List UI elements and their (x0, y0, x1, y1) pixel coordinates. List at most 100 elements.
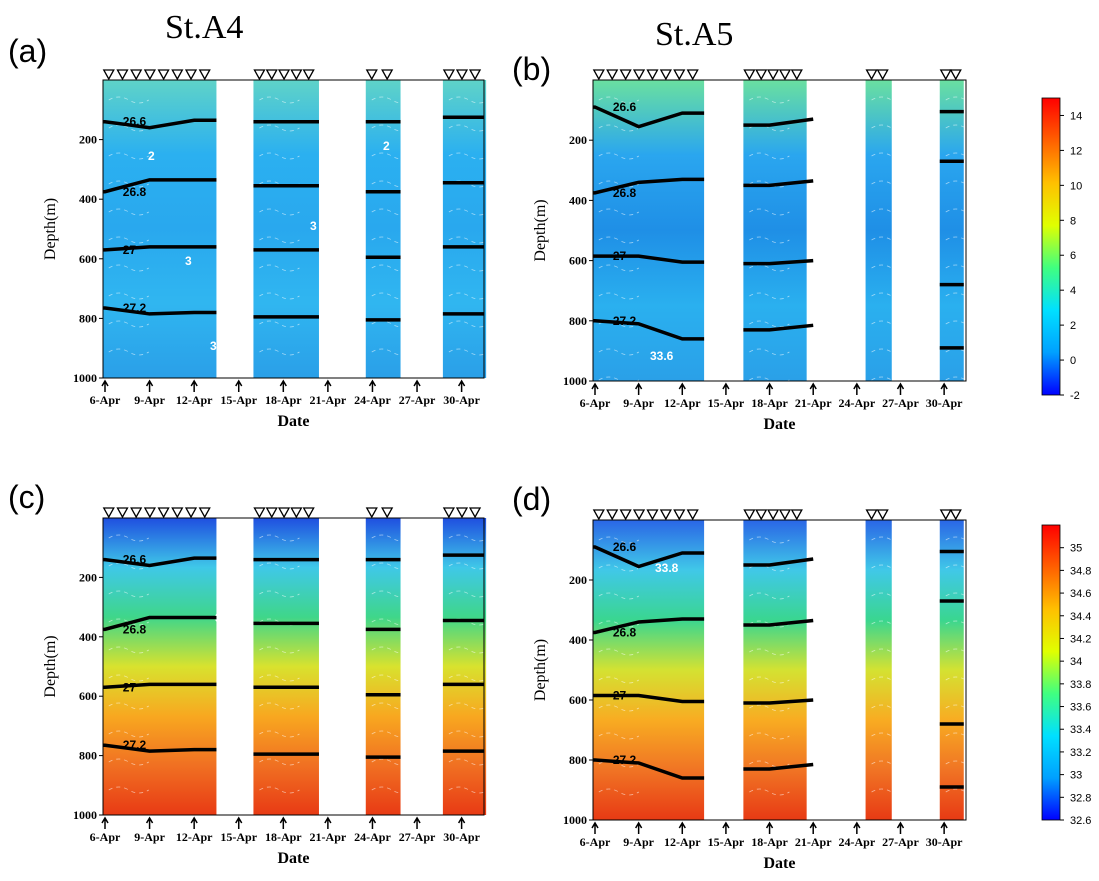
x-tick-label: 24-Apr (839, 835, 876, 849)
date-arrow (457, 379, 466, 392)
data-column (865, 80, 892, 381)
x-tick-label: 9-Apr (134, 830, 165, 844)
colorbar-tick-label: 34.2 (1070, 633, 1091, 645)
contour-texture (371, 320, 412, 328)
isopycnal (592, 693, 705, 704)
contour-texture (448, 758, 490, 766)
contour-texture (749, 376, 790, 384)
contour-texture (371, 786, 412, 794)
contour-texture (448, 562, 490, 570)
colorbar-tick-label: -2 (1070, 390, 1080, 402)
isopycnal (592, 105, 705, 129)
colorbar-tick-label: 32.6 (1070, 815, 1091, 827)
contour-texture (448, 674, 490, 682)
date-arrow (940, 382, 948, 395)
cast-marker (790, 509, 803, 521)
cast-marker (646, 509, 659, 521)
cast-marker (659, 69, 672, 81)
contour-texture (945, 264, 986, 272)
contour-texture (749, 704, 790, 712)
x-tick-label: 27-Apr (399, 830, 436, 844)
cast-marker (365, 69, 378, 81)
y-tick-label: 600 (79, 252, 97, 266)
contour-texture (871, 620, 912, 628)
contour-label: 34 (215, 611, 229, 625)
date-arrow (368, 379, 377, 392)
contour-label: 33.6 (210, 339, 234, 353)
x-tick-label: 12-Apr (176, 830, 213, 844)
colorbar-fill (1041, 524, 1061, 821)
colorbar-tick-label: 33.4 (1070, 724, 1091, 736)
contour-texture (108, 702, 149, 710)
y-tick-label: 400 (79, 630, 97, 644)
isopycnal-label: 26.8 (613, 626, 637, 640)
y-axis-label: Depth(m) (532, 639, 549, 701)
cast-marker (102, 507, 115, 519)
cast-marker (198, 507, 211, 519)
cast-marker (619, 69, 632, 81)
contour-texture (108, 152, 149, 160)
data-column (939, 80, 964, 381)
contour-texture (598, 124, 640, 132)
contour-texture (108, 674, 149, 682)
colorbar: 32.6 32.8 33 33.2 33.4 33.6 33.8 34 34.2 34.4 34.6… (1041, 524, 1091, 827)
contour-texture (945, 592, 986, 600)
contour-texture (371, 534, 412, 542)
contour-texture (259, 786, 300, 794)
x-tick-label: 12-Apr (176, 393, 213, 407)
contour-texture (259, 264, 300, 272)
isopycnal (743, 698, 814, 705)
contour-texture (371, 590, 412, 598)
cast-marker (939, 509, 952, 521)
isopycnal-label: 27 (613, 689, 627, 703)
x-tick-label: 27-Apr (882, 835, 919, 849)
cast-marker (865, 69, 878, 81)
contour-texture (945, 648, 986, 656)
cast-marker (171, 507, 184, 519)
colorbar: -2 0 2 4 6 8 10 12 14 (1041, 97, 1082, 402)
contour-texture (371, 562, 412, 570)
y-tick-label: 800 (79, 311, 97, 325)
station-title: St.A4 (165, 9, 243, 46)
date-arrow (678, 382, 686, 395)
contour-texture (945, 704, 986, 712)
contour-texture (259, 96, 300, 104)
cast-marker (143, 69, 157, 81)
y-tick-label: 1000 (73, 371, 97, 385)
contour-texture (108, 236, 149, 244)
contour-texture (448, 702, 490, 710)
colorbar-tick-label: 4 (1070, 285, 1076, 297)
contour-texture (259, 758, 300, 766)
contour-texture (108, 618, 149, 626)
contour-texture (871, 96, 912, 104)
cast-marker (606, 69, 619, 81)
isopycnal-label: 26.8 (613, 186, 637, 200)
contour-texture (448, 180, 490, 188)
contour-texture (749, 320, 790, 328)
cast-marker (253, 507, 266, 519)
colorbar-tick-label: 6 (1070, 250, 1076, 262)
cast-marker (766, 69, 780, 81)
cast-marker (468, 507, 482, 519)
x-tick-label: 21-Apr (795, 396, 832, 410)
contour-texture (108, 180, 149, 188)
y-tick-label: 200 (569, 133, 587, 147)
contour-texture (371, 702, 412, 710)
isopycnal (743, 557, 814, 567)
cast-marker (184, 69, 198, 81)
x-tick-label: 15-Apr (708, 835, 745, 849)
contour-texture (371, 208, 412, 216)
contour-texture (598, 788, 640, 796)
contour-texture (259, 590, 300, 598)
cast-marker (876, 509, 889, 521)
contour-texture (871, 704, 912, 712)
x-tick-label: 27-Apr (882, 396, 919, 410)
cast-marker (592, 69, 605, 81)
cast-marker (302, 69, 315, 81)
date-arrow (722, 821, 730, 834)
contour-texture (598, 348, 640, 356)
colorbar-tick-label: 33 (1070, 770, 1082, 782)
cast-marker (381, 507, 394, 519)
contour-texture (259, 562, 300, 570)
